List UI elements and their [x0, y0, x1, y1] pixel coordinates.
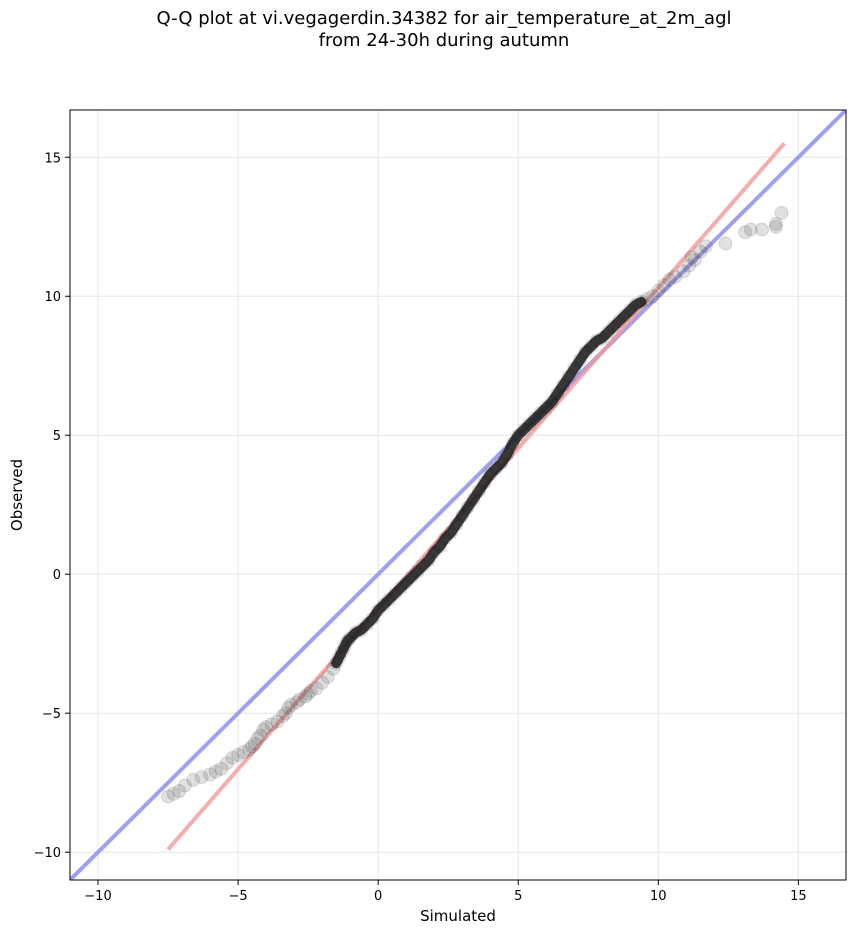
x-tick-label: 5	[514, 889, 522, 904]
data-point	[687, 253, 702, 268]
y-axis-label: Observed	[8, 459, 26, 531]
data-point	[768, 216, 783, 231]
data-point	[242, 742, 257, 757]
data-point	[289, 695, 304, 710]
data-point	[161, 789, 176, 804]
data-point	[656, 278, 671, 293]
scatter-points	[161, 205, 789, 804]
x-tick-label: −10	[84, 889, 111, 904]
data-point	[256, 722, 271, 737]
x-tick-label: 0	[374, 889, 382, 904]
data-point	[177, 778, 192, 793]
data-point	[651, 283, 666, 298]
data-point	[774, 205, 789, 220]
data-point	[247, 736, 262, 751]
data-point	[208, 764, 223, 779]
data-point	[292, 692, 307, 707]
chart-title-block: Q-Q plot at vi.vegagerdin.34382 for air_…	[0, 8, 854, 52]
x-tick-label: −5	[229, 889, 248, 904]
data-point	[284, 697, 299, 712]
dense-point-band	[331, 296, 647, 669]
data-point	[662, 272, 677, 287]
data-point	[743, 222, 758, 237]
data-point	[301, 686, 316, 701]
data-point	[219, 756, 234, 771]
plot-frame	[69, 109, 847, 881]
data-point	[278, 706, 293, 721]
data-point	[259, 720, 274, 735]
data-point	[698, 239, 713, 254]
data-point	[693, 244, 708, 259]
y-tick-label: 5	[53, 429, 61, 444]
data-point	[718, 236, 733, 251]
data-point	[194, 770, 209, 785]
y-tick-label: −10	[34, 846, 61, 861]
data-point	[738, 225, 753, 240]
data-point	[754, 222, 769, 237]
x-tick-label: 10	[650, 889, 667, 904]
data-point	[166, 786, 181, 801]
data-point	[684, 250, 699, 265]
y-axis-ticks: −10 −5 0 5 10 15	[34, 151, 70, 861]
data-point	[203, 767, 218, 782]
data-point	[214, 761, 229, 776]
y-tick-label: 10	[44, 290, 61, 305]
chart-title: Q-Q plot at vi.vegagerdin.34382 for air_…	[156, 8, 732, 29]
identity-line	[70, 110, 846, 880]
grid-lines	[70, 110, 846, 880]
data-point	[250, 731, 265, 746]
data-point	[236, 745, 251, 760]
data-point	[315, 675, 330, 690]
x-axis-ticks: −10 −5 0 5 10 15	[84, 880, 807, 904]
data-point	[676, 264, 691, 279]
data-point	[320, 670, 335, 685]
y-tick-label: 0	[53, 568, 61, 583]
y-tick-label: −5	[42, 707, 61, 722]
y-tick-label: 15	[44, 151, 61, 166]
x-axis-label: Simulated	[420, 907, 496, 925]
x-tick-label: 15	[790, 889, 807, 904]
data-point	[172, 784, 187, 799]
data-point	[645, 289, 660, 304]
data-point	[270, 714, 285, 729]
data-point	[231, 747, 246, 762]
data-point	[309, 681, 324, 696]
data-point	[298, 689, 313, 704]
data-point	[768, 219, 783, 234]
data-point	[186, 772, 201, 787]
data-point	[682, 258, 697, 273]
data-point	[245, 739, 260, 754]
data-point	[303, 683, 318, 698]
data-point	[668, 269, 683, 284]
data-point	[275, 708, 290, 723]
data-point	[281, 700, 296, 715]
data-point	[253, 728, 268, 743]
reference-lines	[70, 110, 846, 880]
data-point	[225, 750, 240, 765]
chart-subtitle: from 24-30h during autumn	[318, 30, 570, 51]
data-point	[264, 717, 279, 732]
